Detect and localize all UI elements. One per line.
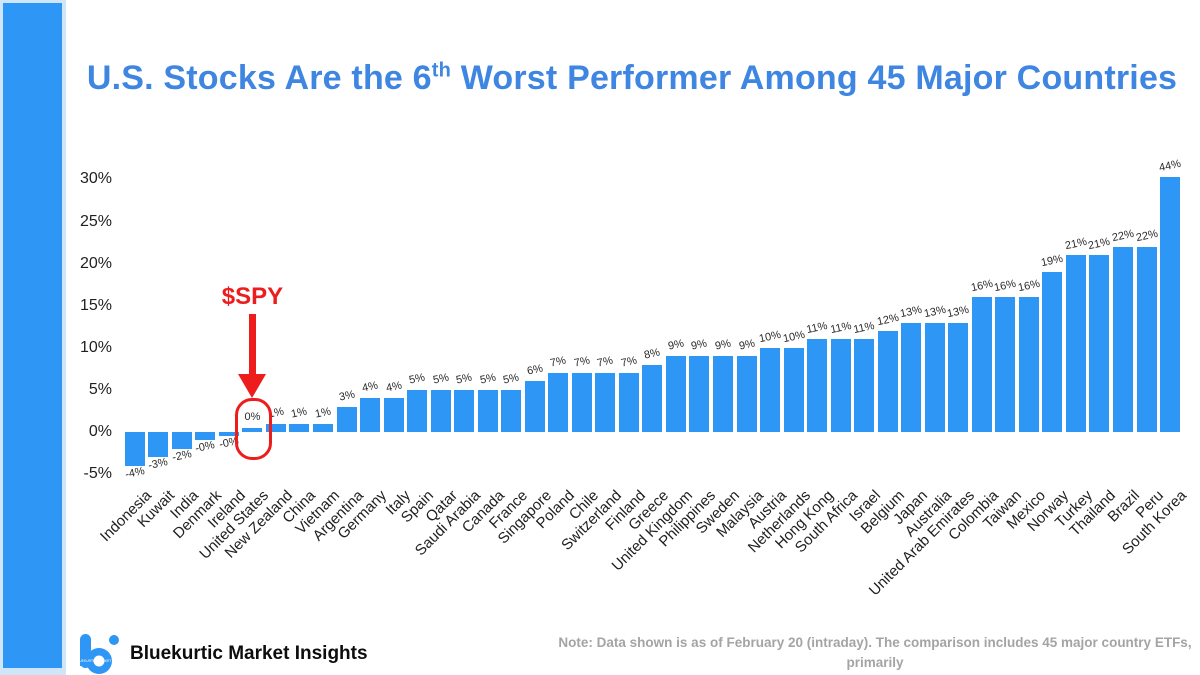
bar-south-korea (1160, 177, 1181, 432)
bar-austria (760, 347, 781, 432)
down-arrow-icon (248, 314, 256, 376)
bar-belgium (877, 330, 898, 432)
bar-greece (642, 364, 663, 432)
bar-mexico (1018, 297, 1039, 432)
bar-kuwait (148, 432, 169, 458)
footnote: Note: Data shown is as of February 20 (i… (558, 633, 1192, 675)
title-suffix: Worst Performer Among 45 Major Countries (451, 58, 1178, 97)
bar-switzerland (595, 373, 616, 432)
title-prefix: U.S. Stocks Are the 6 (86, 58, 432, 97)
bar-malaysia (736, 356, 757, 432)
bar-finland (618, 373, 639, 432)
bar-poland (548, 373, 569, 432)
bar-united-kingdom (665, 356, 686, 432)
bar-brazil (1113, 246, 1134, 432)
y-axis-tick-label: -5% (83, 465, 112, 483)
svg-text:BLUEKURTIC MARKET: BLUEKURTIC MARKET (75, 659, 112, 663)
bar-peru (1136, 246, 1157, 432)
bar-singapore (524, 381, 545, 432)
footer-brand: BLUEKURTIC MARKET Bluekurtic Market Insi… (74, 632, 368, 675)
bar-united-states (242, 427, 263, 432)
bar-ireland (218, 432, 239, 437)
bar-chile (571, 373, 592, 432)
bar-germany (360, 398, 381, 432)
bar-value-label-south-korea: 44% (1158, 157, 1183, 175)
bar-sweden (713, 356, 733, 432)
spy-annotation-label: $SPY (221, 283, 284, 310)
highlight-oval-icon (235, 398, 273, 460)
bar-australia (924, 322, 945, 432)
bar-taiwan (995, 297, 1016, 432)
bar-japan (901, 322, 922, 432)
bar-turkey (1065, 255, 1086, 432)
footnote-line-1: Note: Data shown is as of February 20 (i… (558, 635, 1192, 670)
bar-qatar (430, 389, 451, 432)
down-arrow-head-icon (238, 374, 267, 398)
y-axis-tick-label: 20% (79, 254, 112, 272)
y-axis-tick-label: 25% (79, 212, 112, 230)
bar-new-zealand (265, 423, 286, 432)
left-accent-stripe (3, 3, 62, 668)
page-title: U.S. Stocks Are the 6th Worst Performer … (66, 59, 1198, 98)
bar-norway (1042, 272, 1063, 432)
bar-thailand (1089, 255, 1110, 432)
bar-indonesia (124, 432, 145, 466)
bar-philippines (689, 356, 710, 432)
bar-india (171, 432, 192, 449)
y-axis-tick-label: 30% (79, 170, 112, 188)
bar-vietnam (313, 423, 333, 432)
y-axis-tick-label: 5% (88, 380, 112, 398)
bar-hong-kong (807, 339, 828, 432)
y-axis-tick-label: 10% (79, 338, 112, 356)
y-axis-tick-label: 0% (88, 423, 112, 440)
y-axis-tick-label: 15% (79, 296, 112, 314)
bar-china (289, 423, 310, 432)
bar-spain (407, 389, 428, 432)
bar-canada (477, 389, 498, 432)
bar-netherlands (783, 347, 804, 432)
bar-united-arab-emirates (948, 322, 969, 432)
left-accent-stripe-border (0, 0, 66, 675)
title-superscript: th (431, 59, 452, 82)
bar-argentina (336, 406, 357, 432)
bluekurtic-b-logo-icon: BLUEKURTIC MARKET (75, 634, 119, 674)
bar-saudi-arabia (454, 389, 475, 432)
bar-colombia (971, 297, 992, 432)
bar-italy (383, 398, 404, 432)
bar-denmark (195, 432, 216, 440)
bar-israel (854, 339, 875, 432)
brand-name: Bluekurtic Market Insights (130, 643, 368, 664)
bar-south-africa (830, 339, 851, 432)
bar-france (501, 389, 522, 432)
